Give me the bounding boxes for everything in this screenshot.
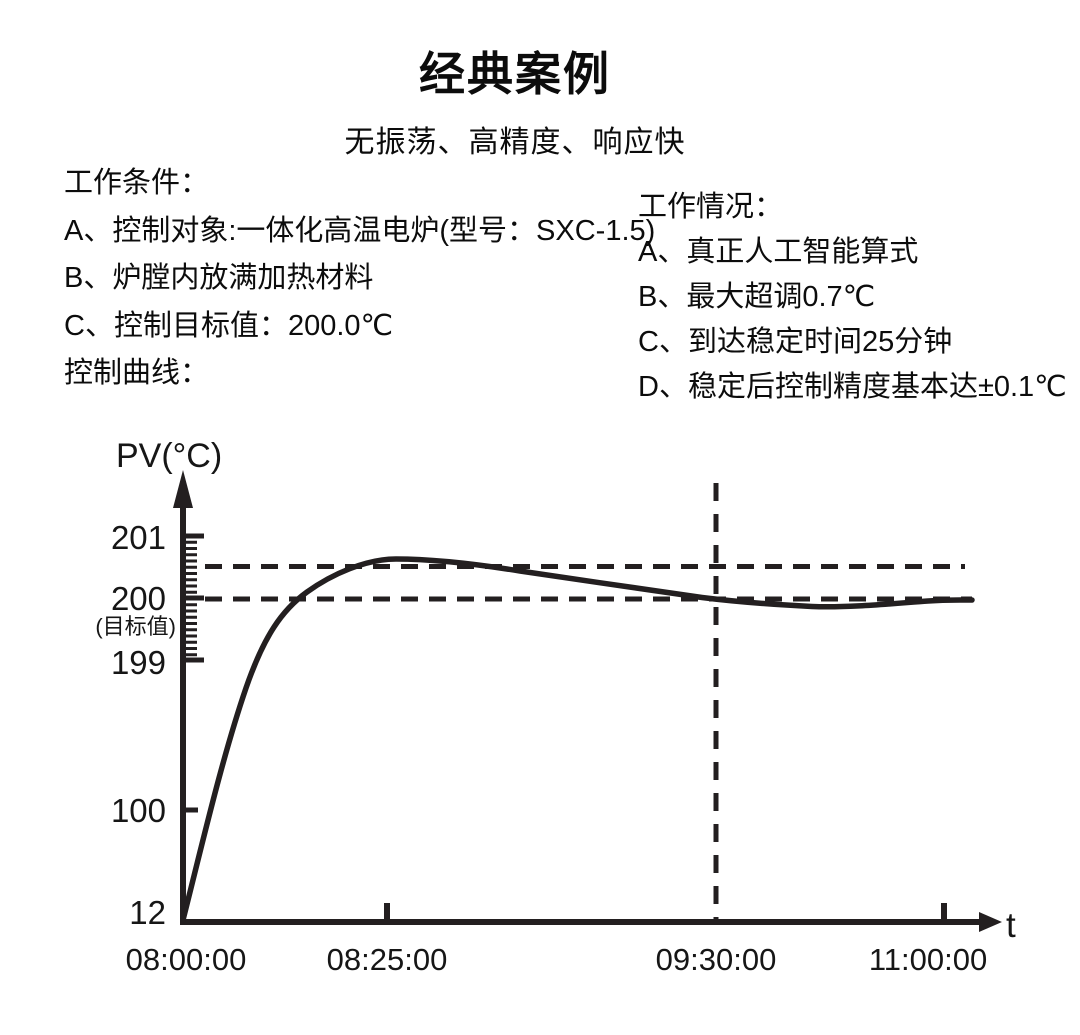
conditions-heading: 工作条件： bbox=[64, 167, 210, 199]
performance-item-c: C、到达稳定时间25分钟 bbox=[638, 326, 953, 358]
y-minor-ticks bbox=[183, 540, 197, 657]
y-tick-label-201: 201 bbox=[111, 519, 166, 556]
x-tick-label-0800: 08:00:00 bbox=[126, 942, 247, 977]
performance-item-a: A、真正人工智能算式 bbox=[638, 236, 919, 268]
condition-item-b: B、炉膛内放满加热材料 bbox=[64, 262, 374, 294]
x-tick-label-0825: 08:25:00 bbox=[327, 942, 448, 977]
x-axis-title: t bbox=[1006, 906, 1016, 945]
y-tick-label-100: 100 bbox=[111, 792, 166, 829]
condition-item-c: C、控制目标值：200.0℃ bbox=[64, 309, 394, 342]
performance-heading: 工作情况： bbox=[638, 191, 784, 223]
x-tick-label-1100: 11:00:00 bbox=[869, 942, 987, 977]
y-axis-arrowhead-icon bbox=[173, 470, 193, 508]
y-tick-label-199: 199 bbox=[111, 644, 166, 681]
working-performance-block: 工作情况： A、真正人工智能算式 B、最大超调0.7℃ C、到达稳定时间25分钟… bbox=[638, 185, 1067, 410]
control-curve-chart: PV(°C) 201 200 (目标值) 199 100 12 08:00:00… bbox=[95, 437, 1016, 977]
y-axis-title: PV(°C) bbox=[116, 437, 222, 475]
curve-section-label: 控制曲线： bbox=[64, 357, 210, 389]
y-tick-label-200: 200 bbox=[111, 580, 166, 617]
working-conditions-block: 工作条件： A、控制对象:一体化高温电炉(型号：SXC-1.5) B、炉膛内放满… bbox=[64, 160, 655, 398]
page-title: 经典案例 bbox=[419, 48, 611, 100]
x-axis-arrowhead-icon bbox=[979, 912, 1002, 932]
target-value-note: (目标值) bbox=[95, 614, 176, 639]
y-major-ticks bbox=[183, 533, 204, 813]
performance-item-b: B、最大超调0.7℃ bbox=[638, 281, 876, 313]
x-tick-label-0930: 09:30:00 bbox=[656, 942, 777, 977]
header: 经典案例 无振荡、高精度、响应快 bbox=[0, 38, 1030, 161]
x-ticks bbox=[384, 903, 947, 920]
condition-item-a: A、控制对象:一体化高温电炉(型号：SXC-1.5) bbox=[64, 214, 656, 247]
pv-curve bbox=[180, 556, 975, 923]
performance-item-d: D、稳定后控制精度基本达±0.1℃ bbox=[638, 371, 1067, 403]
page-subtitle: 无振荡、高精度、响应快 bbox=[344, 126, 686, 159]
y-tick-label-12: 12 bbox=[129, 894, 166, 931]
